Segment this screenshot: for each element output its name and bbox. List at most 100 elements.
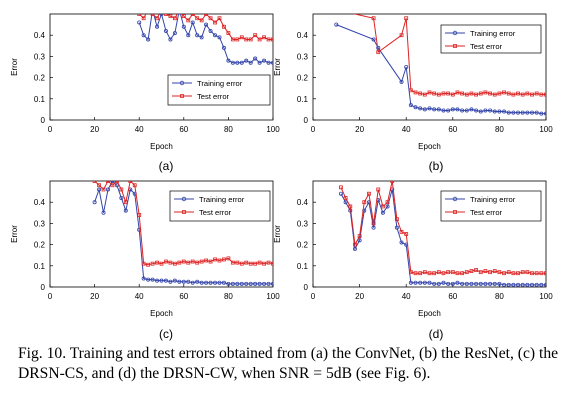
training-error-point (357, 238, 362, 243)
test-error-point (534, 271, 539, 276)
training-error-point (441, 280, 446, 285)
legend-label: Training error (470, 195, 516, 204)
training-error-point (385, 204, 390, 209)
test-error-point (460, 271, 465, 276)
training-error-point (432, 281, 437, 286)
test-error-point (460, 91, 465, 96)
legend-marker-circle (179, 80, 185, 86)
y-tick-label: 0.1 (34, 95, 46, 104)
training-error-point (217, 35, 222, 40)
training-error-point (257, 60, 262, 65)
training-error-point (418, 106, 423, 111)
test-error-point (208, 16, 213, 21)
training-error-point (399, 79, 404, 84)
test-error-point (418, 271, 423, 276)
test-error-point (92, 181, 97, 183)
test-error-point (474, 92, 479, 97)
training-error-point (427, 106, 432, 111)
test-error-point (164, 14, 168, 16)
training-error-point (163, 28, 168, 33)
test-error-point (339, 185, 343, 190)
training-error-point (199, 280, 204, 285)
training-error-point (186, 279, 191, 284)
test-error-point (455, 90, 460, 95)
test-error-point (147, 8, 150, 11)
test-error-point (362, 200, 367, 205)
x-axis-label: Epoch (418, 142, 441, 151)
test-error-point (376, 187, 381, 192)
training-error-point (338, 191, 343, 196)
test-error-point (181, 14, 186, 19)
chart-panel: 0 20 40 60 80 100 0 0.1 0.2 0.3 0.4 Epoch Error Train… (273, 180, 553, 341)
x-tick-label: 20 (90, 125, 99, 134)
test-error-point (516, 91, 520, 96)
test-error-point (530, 271, 534, 276)
test-error-point (408, 270, 413, 275)
test-error-point (520, 270, 525, 275)
test-error-point (492, 92, 497, 97)
test-error-point (343, 196, 348, 200)
test-error-point (497, 270, 502, 275)
x-tick-label: 60 (179, 125, 188, 134)
training-error-point (474, 108, 479, 113)
test-error-point (248, 37, 253, 42)
training-error-point (464, 108, 469, 113)
test-error-point (422, 270, 427, 275)
training-error-point (441, 108, 446, 113)
test-error-point (474, 268, 479, 272)
training-error-point (408, 103, 413, 108)
test-error-point (266, 37, 271, 42)
y-tick-label: 0 (41, 283, 46, 292)
training-error-point (334, 22, 339, 27)
test-error-point (137, 14, 142, 16)
legend-label: Test error (197, 92, 230, 101)
training-error-point (516, 282, 521, 287)
test-error-point (253, 261, 258, 266)
test-error-point (404, 16, 409, 21)
test-error-point (155, 260, 159, 265)
training-error-point (413, 105, 418, 110)
training-error-point (181, 24, 186, 29)
training-error-point (413, 280, 418, 285)
training-error-point (226, 58, 231, 63)
y-tick-label: 0 (304, 116, 309, 125)
test-error-point (137, 213, 142, 217)
training-error-point (141, 276, 146, 281)
training-error-point (146, 37, 151, 42)
x-tick-label: 20 (355, 292, 364, 301)
legend-box (440, 24, 542, 54)
training-error-point (530, 110, 535, 115)
test-error-point (186, 18, 191, 23)
x-tick-label: 0 (48, 292, 53, 301)
legend-box (167, 74, 271, 106)
training-error-point (119, 195, 124, 200)
test-error-point (253, 33, 258, 38)
training-error-point (195, 279, 200, 284)
plot-frame (49, 180, 274, 288)
training-error-point (436, 281, 441, 286)
training-error-point (155, 278, 160, 283)
training-error-point (151, 8, 154, 11)
training-error-point (266, 60, 271, 65)
x-tick-label: 60 (448, 125, 457, 134)
test-error-point (371, 16, 376, 21)
plot-area (92, 181, 273, 286)
test-error-point (353, 242, 357, 247)
training-error-point (177, 279, 182, 284)
test-error-point (502, 271, 506, 276)
test-error-point (204, 14, 209, 16)
training-error-point (343, 200, 348, 205)
panel-label: (c) (159, 327, 173, 341)
test-error-point (257, 37, 262, 42)
x-tick-label: 60 (179, 292, 188, 301)
y-tick-label: 0 (304, 283, 309, 292)
training-error-point (478, 109, 483, 114)
test-error-point (376, 50, 381, 55)
test-error-point (404, 232, 409, 236)
test-error-point (530, 92, 534, 97)
training-error-point (502, 109, 507, 114)
test-error-point (367, 191, 371, 196)
legend-marker-square (453, 210, 457, 214)
training-error-point (483, 281, 488, 286)
y-axis-label: Error (273, 58, 282, 76)
